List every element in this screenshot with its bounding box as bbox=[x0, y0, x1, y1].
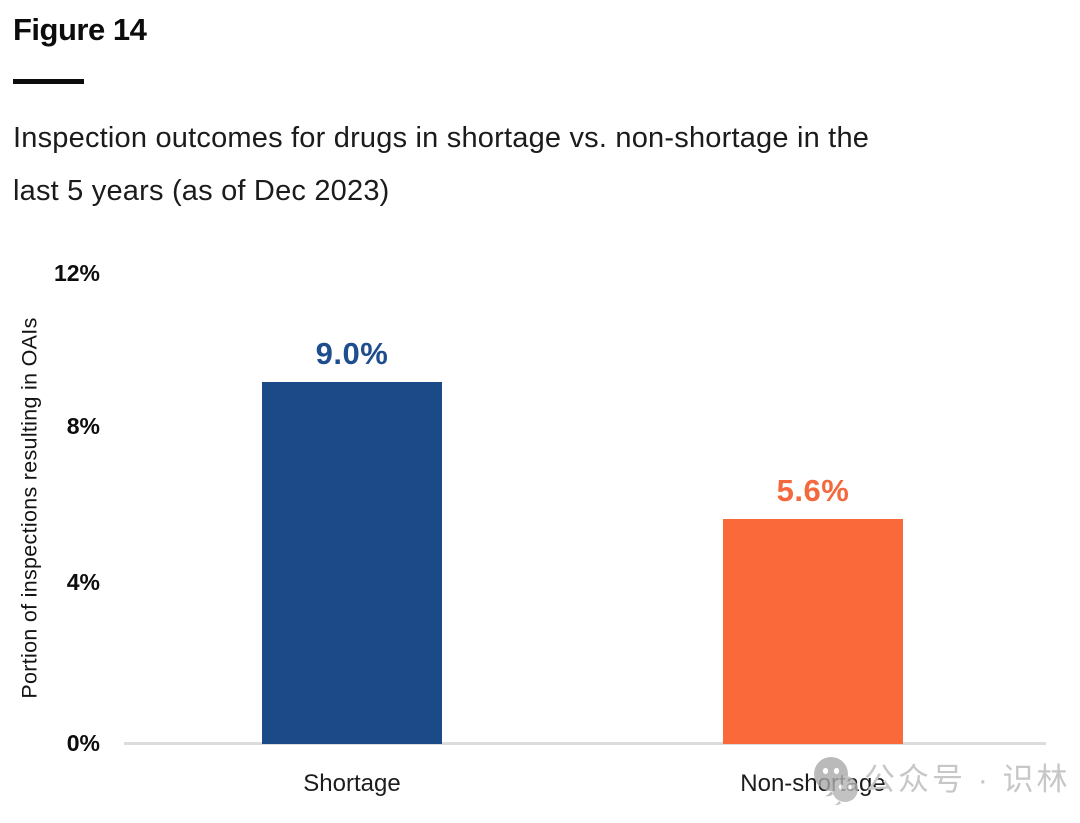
bar-value-label-shortage: 9.0% bbox=[315, 336, 389, 371]
y-axis-title: Portion of inspections resulting in OAIs bbox=[17, 317, 42, 699]
y-tick-12: 12% bbox=[53, 260, 100, 286]
bar-group-non-shortage: 5.6% bbox=[723, 474, 903, 744]
y-tick-0: 0% bbox=[66, 730, 100, 756]
watermark-text: 公众号 · 识林 bbox=[864, 762, 1071, 797]
y-tick-8: 8% bbox=[66, 413, 100, 439]
watermark: 公众号 · 识林 bbox=[808, 752, 1071, 808]
bar-group-shortage: 9.0% bbox=[262, 337, 442, 744]
bar-shortage bbox=[262, 382, 442, 744]
x-axis-label-non-shortage: Non-shortage bbox=[740, 770, 886, 797]
bar-value-label-non-shortage: 5.6% bbox=[776, 473, 850, 508]
figure-title-line-1: Inspection outcomes for drugs in shortag… bbox=[13, 122, 870, 154]
figure-title: Inspection outcomes for drugs in shortag… bbox=[13, 112, 869, 218]
bar-non-shortage bbox=[723, 519, 903, 744]
wechat-logo-icon bbox=[814, 757, 858, 806]
y-tick-4: 4% bbox=[66, 569, 100, 595]
x-axis-line bbox=[124, 742, 1046, 745]
figure-label: Figure 14 bbox=[13, 12, 147, 47]
figure-title-line-2: last 5 years (as of Dec 2023) bbox=[13, 175, 390, 207]
figure-rule bbox=[13, 79, 84, 84]
x-axis-label-shortage: Shortage bbox=[303, 770, 401, 797]
